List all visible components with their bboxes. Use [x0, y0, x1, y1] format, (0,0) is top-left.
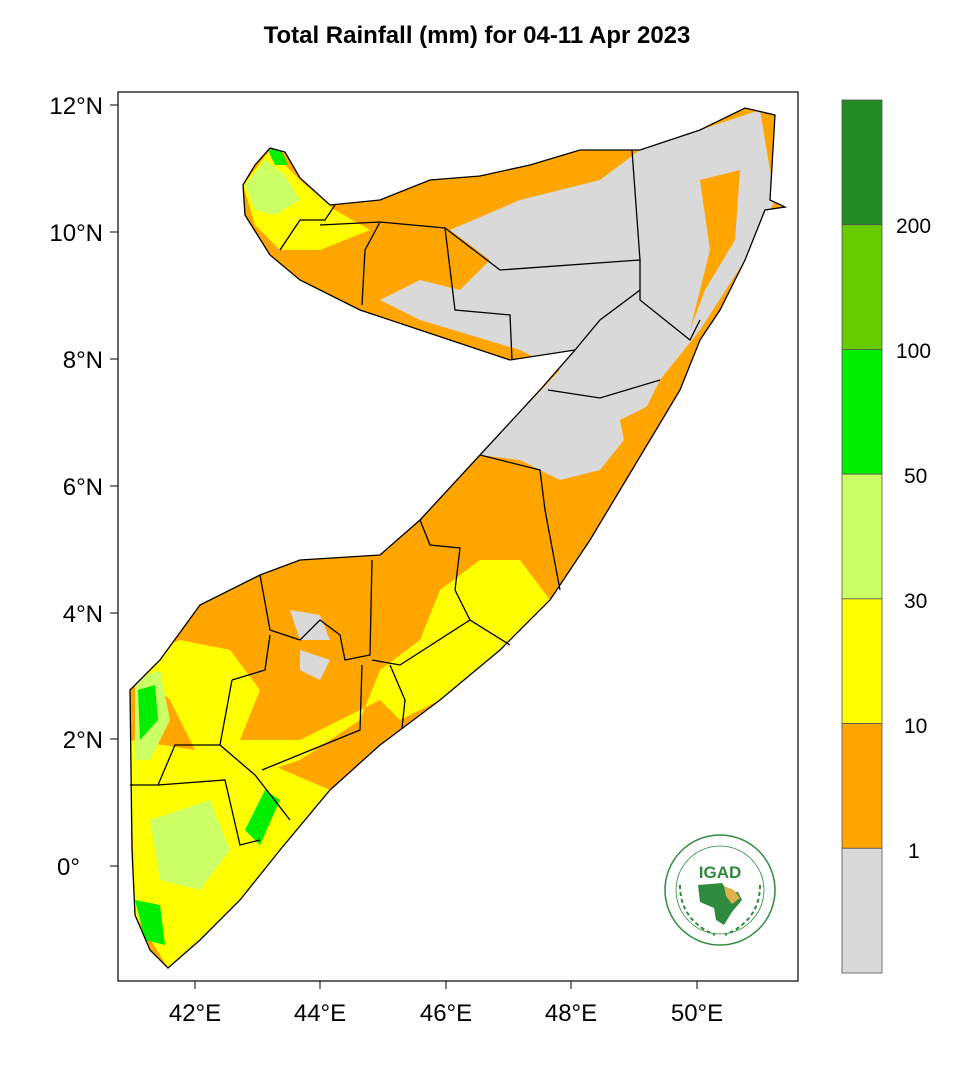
lat-label: 12°N — [49, 93, 103, 120]
colorbar-bin->200 — [841, 99, 883, 226]
lon-label: 42°E — [169, 1000, 221, 1027]
admin-boundaries — [129, 107, 788, 969]
lon-label: 50°E — [671, 1000, 723, 1027]
colorbar-label: 100 — [896, 340, 931, 363]
lat-label: 8°N — [63, 347, 103, 374]
lon-label: 46°E — [420, 1000, 472, 1027]
colorbar-bin-1-10 — [841, 723, 883, 849]
colorbar-bin-100-200 — [841, 224, 883, 350]
rain-below-1-north — [380, 110, 775, 480]
rain-30-50-south — [150, 800, 230, 890]
colorbar-label: 1 — [908, 840, 920, 863]
rain-10-30-south — [130, 740, 330, 968]
colorbar-bin-50-100 — [841, 349, 883, 475]
rain-1-10-patch — [620, 390, 680, 470]
lat-label: 4°N — [63, 601, 103, 628]
lat-label: 0° — [57, 854, 80, 881]
rain-below-1-patch — [290, 610, 330, 640]
igad-logo: IGAD — [664, 834, 776, 946]
lon-ticks — [194, 981, 698, 989]
map-title: Total Rainfall (mm) for 04-11 Apr 2023 — [263, 22, 691, 49]
colorbar-label: 50 — [904, 465, 927, 488]
colorbar-bin-<1 — [841, 847, 883, 974]
rain-50-100-patch — [135, 900, 165, 945]
lon-label: 44°E — [294, 1000, 346, 1027]
colorbar — [841, 99, 883, 974]
lat-label: 10°N — [49, 220, 103, 247]
colorbar-bin-30-50 — [841, 473, 883, 600]
colorbar-label: 10 — [904, 715, 927, 738]
rain-50-100-patch — [245, 790, 280, 845]
rain-30-50-northwest — [245, 160, 300, 215]
rain-1-10-patch — [690, 170, 740, 330]
lat-label: 2°N — [63, 727, 103, 754]
lat-label: 6°N — [63, 474, 103, 501]
rain-50-100-patch — [268, 148, 288, 165]
rain-10-30-central — [130, 560, 550, 780]
rain-50-100-patch — [138, 685, 158, 740]
colorbar-label: 30 — [904, 590, 927, 613]
lon-label: 48°E — [545, 1000, 597, 1027]
colorbar-label: 200 — [896, 215, 931, 238]
lat-ticks — [110, 104, 118, 867]
logo-name: IGAD — [699, 863, 742, 882]
colorbar-bin-10-30 — [841, 598, 883, 724]
rain-below-1-patch — [300, 650, 330, 680]
